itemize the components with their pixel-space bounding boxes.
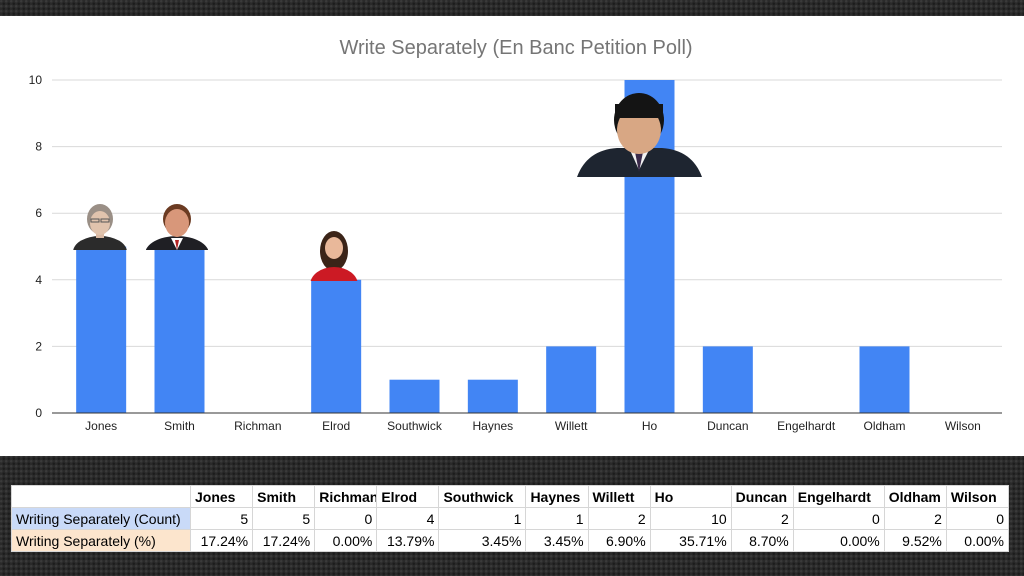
table-cell: 0.00%: [945, 529, 1010, 552]
x-category-label: Elrod: [322, 419, 350, 433]
table-header-cell: Duncan: [730, 485, 794, 508]
x-category-label: Engelhardt: [777, 419, 836, 433]
y-tick-label: 10: [29, 73, 43, 87]
table-cell: 0: [314, 507, 378, 530]
gridlines: [52, 79, 1002, 347]
table-header-cell: Oldham: [883, 485, 947, 508]
table-header-cell: Haynes: [525, 485, 589, 508]
x-category-label: Smith: [164, 419, 195, 433]
y-tick-label: 0: [35, 406, 42, 420]
table-cell: 17.24%: [189, 529, 254, 552]
table-cell: 0: [945, 507, 1010, 530]
x-category-label: Richman: [234, 419, 281, 433]
bar-willett: [546, 346, 597, 413]
bar-oldham: [859, 346, 910, 413]
row-label: Writing Separately (%): [11, 529, 191, 552]
x-category-label: Willett: [555, 419, 588, 433]
table-cell: 0: [792, 507, 885, 530]
x-category-label: Wilson: [945, 419, 981, 433]
x-category-label: Oldham: [863, 419, 905, 433]
bars: [76, 80, 910, 413]
chart-title: Write Separately (En Banc Petition Poll): [339, 37, 692, 59]
bar-haynes: [467, 379, 518, 413]
portrait-smith: [146, 202, 208, 250]
y-tick-label: 2: [35, 339, 42, 353]
table-cell: 0.00%: [792, 529, 885, 552]
table-cell: 8.70%: [730, 529, 794, 552]
bar-chart: Write Separately (En Banc Petition Poll)…: [29, 37, 1002, 433]
x-category-label: Duncan: [707, 419, 748, 433]
row-label: Writing Separately (Count): [11, 507, 191, 530]
bar-duncan: [702, 346, 753, 413]
data-table: Jones Smith Richman Elrod Southwick Hayn…: [11, 485, 1010, 552]
y-tick-labels: 0 2 4 6 8 10: [29, 73, 43, 420]
table-header-cell: Southwick: [438, 485, 527, 508]
table-header-cell: Wilson: [945, 485, 1010, 508]
table-cell: 4: [376, 507, 440, 530]
bar-southwick: [389, 379, 440, 413]
chart-panel: Write Separately (En Banc Petition Poll)…: [0, 16, 1024, 456]
bar-jones: [76, 246, 127, 413]
table-cell: 1: [438, 507, 527, 530]
table-cell: 3.45%: [438, 529, 527, 552]
table-header-cell: Richman: [314, 485, 378, 508]
table-cell: 2: [883, 507, 947, 530]
table-header-row: Jones Smith Richman Elrod Southwick Hayn…: [11, 485, 1010, 508]
table-cell: 1: [525, 507, 589, 530]
y-tick-label: 8: [35, 140, 42, 154]
table-cell: 35.71%: [649, 529, 732, 552]
y-tick-label: 6: [35, 206, 42, 220]
table-cell: 3.45%: [525, 529, 589, 552]
portrait-elrod: [310, 229, 358, 281]
bar-elrod: [311, 279, 362, 413]
y-tick-label: 4: [35, 273, 42, 287]
table-header-cell: Smith: [252, 485, 316, 508]
table-cell: 5: [252, 507, 316, 530]
table-header-cell: Engelhardt: [792, 485, 885, 508]
table-header-cell: Jones: [189, 485, 254, 508]
table-cell: 2: [730, 507, 794, 530]
table-cell: 5: [189, 507, 254, 530]
portrait-ho: [577, 92, 702, 177]
bar-smith: [154, 246, 205, 413]
portrait-jones: [73, 202, 127, 250]
table-header-cell: Willett: [587, 485, 651, 508]
table-header-cell: Ho: [649, 485, 732, 508]
table-cell: 17.24%: [252, 529, 316, 552]
table-row-percent: Writing Separately (%) 17.24% 17.24% 0.0…: [11, 529, 1010, 552]
table-header-cell: Elrod: [376, 485, 440, 508]
table-row-count: Writing Separately (Count) 5 5 0 4 1 1 2…: [11, 507, 1010, 530]
table-cell: 13.79%: [376, 529, 440, 552]
table-cell: 6.90%: [587, 529, 651, 552]
table-header-cell: [11, 485, 191, 508]
x-category-label: Ho: [642, 419, 658, 433]
x-category-label: Jones: [85, 419, 117, 433]
x-category-labels: Jones Smith Richman Elrod Southwick Haynes Wil…: [85, 419, 981, 433]
table-cell: 2: [587, 507, 651, 530]
x-category-label: Haynes: [472, 419, 513, 433]
table-cell: 9.52%: [883, 529, 947, 552]
x-category-label: Southwick: [387, 419, 443, 433]
table-cell: 0.00%: [314, 529, 378, 552]
table-cell: 10: [649, 507, 732, 530]
